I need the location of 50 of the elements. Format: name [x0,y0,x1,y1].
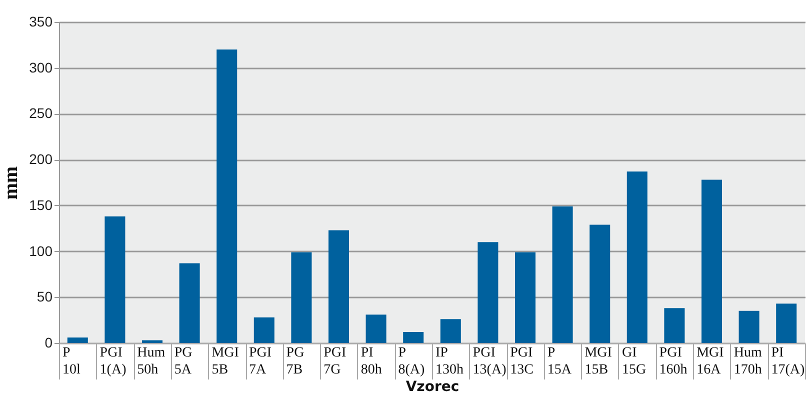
bar [216,50,238,343]
x-tick-label: Hum 170h [734,346,762,378]
x-tick-label: PGI 13(A) [472,346,507,378]
bar [254,317,274,343]
y-axis-title: mm [0,166,22,200]
bar [626,171,648,343]
bar [67,337,88,343]
x-axis-title: Vzorec [406,379,460,395]
bar [776,304,797,343]
y-tick-label: 100 [29,242,53,259]
y-tick-label: 300 [29,59,53,76]
x-tick-label: PGI 7A [249,346,272,378]
x-tick-label: PGI 160h [659,346,688,378]
x-tick-label: MGI 5B [212,346,240,378]
x-tick-label: PGI 7G [324,346,346,378]
bar [701,180,722,343]
x-tick-label: PGI 1(A) [100,346,127,378]
y-tick-label: 150 [29,196,53,213]
y-tick-label: 350 [29,14,53,30]
x-tick-label: P 15A [547,346,572,378]
x-tick-label: PI 17(A) [771,346,805,378]
x-tick-label: PG 5A [174,346,192,378]
x-tick-label: IP 130h [436,346,464,378]
x-tick-label: MGI 15B [584,346,612,378]
x-tick-label: PI 80h [360,346,382,378]
bar [291,252,312,343]
bar [738,310,760,343]
bar [590,224,610,343]
y-tick-label: 250 [29,105,53,122]
bar [142,340,163,343]
bar [366,314,386,343]
bar [440,319,461,343]
x-tick-label: MGI 16A [696,346,724,378]
bar [514,252,536,343]
bar [552,206,573,343]
bar [478,242,498,343]
bar [179,263,200,343]
x-tick-label: PGI 13C [510,346,534,378]
bar [403,332,424,343]
y-tick-label: 0 [44,334,53,350]
bar [664,308,685,343]
y-tick-label: 200 [29,151,53,168]
x-tick-label: P 10l [62,346,80,378]
x-tick-label: PG 7B [286,346,304,378]
y-tick-label: 50 [36,288,53,305]
x-tick-label: P 8(A) [398,346,425,378]
x-tick-label: GI 15G [622,346,646,378]
bar [104,216,126,343]
x-tick-label: Hum 50h [137,346,166,378]
bar [328,230,350,343]
